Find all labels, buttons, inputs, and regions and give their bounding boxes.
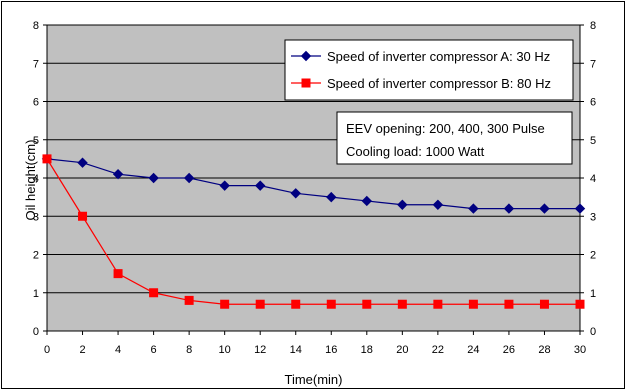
x-tick-4: 4 (115, 344, 121, 356)
y-tick-left-1: 1 (33, 288, 39, 300)
x-tick-30: 30 (574, 344, 586, 356)
series-a-point-6 (148, 172, 159, 184)
y-tick-right-8: 8 (590, 20, 596, 32)
series-b-point-24 (468, 299, 478, 309)
legend-marker-a (300, 50, 312, 62)
legend-marker-b (301, 78, 311, 88)
series-b-point-26 (504, 299, 514, 309)
x-tick-26: 26 (503, 344, 515, 356)
series-b-point-0 (42, 154, 52, 164)
series-b-point-2 (78, 211, 88, 221)
y-tick-right-5: 5 (590, 135, 596, 147)
x-tick-16: 16 (325, 344, 337, 356)
y-tick-right-4: 4 (590, 173, 596, 185)
y-tick-left-3: 3 (33, 211, 39, 223)
series-b-point-30 (575, 299, 585, 309)
series-b-point-16 (326, 299, 336, 309)
series-a-point-18 (361, 195, 373, 207)
x-tick-14: 14 (290, 344, 302, 356)
y-tick-left-7: 7 (33, 58, 39, 70)
x-tick-20: 20 (396, 344, 408, 356)
x-tick-2: 2 (79, 344, 85, 356)
x-axis: 0 2 4 6 8 10 12 14 16 18 20 22 24 26 28 30 (44, 330, 586, 356)
series-a-point-14 (290, 188, 301, 199)
y-tick-left-0: 0 (33, 326, 39, 338)
x-tick-8: 8 (186, 344, 192, 356)
series-a-line (46, 158, 580, 210)
series-a-point-12 (254, 180, 266, 191)
series-a-point-8 (183, 172, 195, 184)
series-a-point-24 (468, 203, 479, 214)
legend-box (284, 39, 574, 101)
series-b-point-14 (291, 299, 301, 309)
legend: Speed of inverter compressor A: 30 Hz Spe… (284, 39, 574, 101)
y-tick-right-0: 0 (590, 326, 596, 338)
series-a-point-30 (574, 203, 586, 214)
series-b-point-18 (362, 299, 372, 309)
x-tick-0: 0 (44, 344, 50, 356)
y-tick-left-6: 6 (33, 97, 39, 109)
x-tick-22: 22 (432, 344, 444, 356)
y-tick-left-4: 4 (33, 173, 39, 185)
y-tick-left-5: 5 (33, 135, 39, 147)
series-a-point-20 (397, 199, 408, 210)
series-b (42, 154, 585, 309)
series-layer (41, 153, 586, 309)
y-axis-right: 0 1 2 3 4 5 6 7 8 (579, 20, 596, 338)
x-tick-24: 24 (467, 344, 479, 356)
annotation-border (336, 111, 573, 165)
annotation-box: EEV opening: 200, 400, 300 Pulse Cooling… (336, 111, 573, 165)
y-tick-right-2: 2 (590, 250, 596, 262)
y-axis-left: 0 1 2 3 4 5 6 7 8 (33, 20, 48, 338)
y-tick-right-3: 3 (590, 211, 596, 223)
series-a-point-28 (539, 203, 550, 214)
series-b-point-10 (220, 299, 230, 309)
series-a-point-10 (219, 180, 230, 191)
series-a-point-16 (326, 191, 337, 203)
annotation-eev-opening: EEV opening: 200, 400, 300 Pulse (346, 121, 545, 136)
x-axis-title: Time(min) (284, 372, 342, 387)
series-a-point-22 (432, 199, 444, 210)
series-a-point-2 (77, 157, 88, 168)
series-b-point-28 (539, 299, 549, 309)
series-b-line (46, 158, 580, 305)
series-b-point-22 (433, 299, 443, 309)
x-tick-28: 28 (538, 344, 550, 356)
series-a-point-26 (503, 203, 515, 214)
y-axis-title: Oil height(cm) (23, 140, 38, 221)
x-tick-6: 6 (151, 344, 157, 356)
y-tick-right-6: 6 (590, 97, 596, 109)
legend-label-b: Speed of inverter compressor B: 80 Hz (327, 76, 551, 91)
annotation-cooling-load: Cooling load: 1000 Watt (346, 144, 485, 159)
series-b-point-8 (184, 295, 194, 305)
y-tick-left-2: 2 (33, 250, 39, 262)
series-b-point-20 (397, 299, 407, 309)
series-b-point-6 (149, 288, 159, 298)
series-b-point-12 (255, 299, 265, 309)
series-a-point-4 (112, 168, 124, 180)
series-b-point-4 (113, 269, 123, 279)
x-tick-18: 18 (361, 344, 373, 356)
y-tick-right-1: 1 (590, 288, 596, 300)
legend-label-a: Speed of inverter compressor A: 30 Hz (327, 49, 550, 64)
y-tick-left-8: 8 (33, 20, 39, 32)
y-tick-right-7: 7 (590, 58, 596, 70)
x-tick-10: 10 (219, 344, 231, 356)
x-tick-12: 12 (254, 344, 266, 356)
